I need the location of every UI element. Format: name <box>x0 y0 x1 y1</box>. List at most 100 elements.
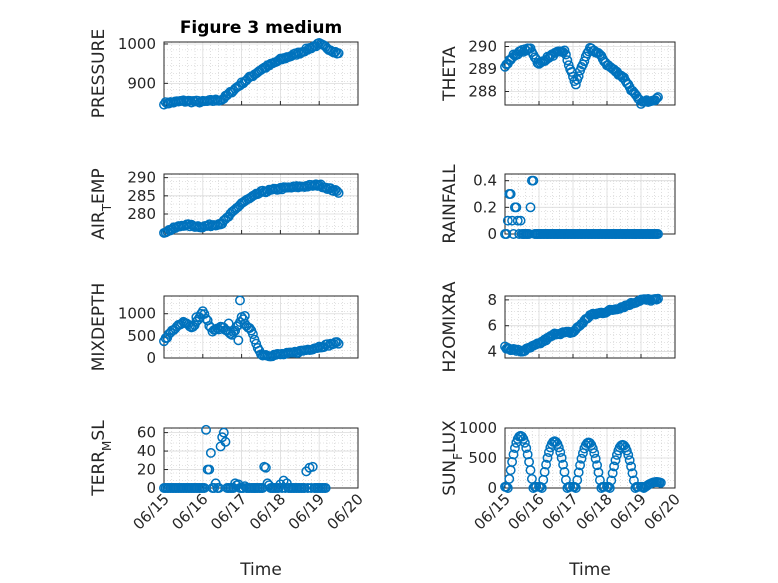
y-tick-label: 0 <box>146 479 156 497</box>
x-tick-label: 06/16 <box>505 490 548 533</box>
data-point <box>525 202 536 213</box>
series-points <box>500 430 666 493</box>
data-point <box>650 95 661 106</box>
x-tick-label: 06/16 <box>168 490 211 533</box>
data-point <box>610 455 621 466</box>
data-point <box>517 431 527 442</box>
y-tick-label: 280 <box>127 205 156 223</box>
data-point <box>505 189 516 199</box>
data-point <box>333 188 344 198</box>
data-point <box>508 229 519 239</box>
y-tick-label: 60 <box>137 424 156 442</box>
data-point <box>264 480 275 491</box>
data-point <box>239 481 250 492</box>
data-point <box>623 449 634 460</box>
data-point <box>587 443 598 454</box>
chart-title: Figure 3 medium <box>180 18 342 38</box>
subplot-7: 0204060TERRMSL06/1506/1606/1706/1806/190… <box>89 420 367 580</box>
data-point <box>247 329 258 340</box>
y-tick-label: 1000 <box>118 305 156 323</box>
data-point <box>560 49 571 60</box>
data-point <box>327 46 338 57</box>
data-point <box>262 478 273 489</box>
data-point <box>509 443 520 453</box>
x-axis-label: Time <box>239 560 282 580</box>
data-point <box>575 460 586 471</box>
y-axis-label: H2OMIXRA <box>440 281 460 372</box>
data-point <box>508 449 519 460</box>
data-point <box>333 338 344 349</box>
data-point <box>320 483 331 493</box>
data-point <box>281 478 292 489</box>
data-point <box>514 229 525 239</box>
data-point <box>204 464 215 475</box>
y-tick-label: 290 <box>127 169 156 187</box>
y-axis-label: TERRMSL <box>89 420 114 497</box>
data-point <box>553 442 564 453</box>
data-point <box>512 215 523 226</box>
data-point <box>626 461 637 472</box>
data-point <box>565 481 576 492</box>
data-point <box>531 481 542 492</box>
y-tick-label: 20 <box>137 461 156 479</box>
data-point <box>558 459 569 470</box>
y-tick-label: 289 <box>468 60 497 78</box>
x-axis-label: Time <box>568 560 611 580</box>
data-point <box>653 92 663 103</box>
data-point <box>551 436 561 447</box>
y-tick-label: 500 <box>468 449 497 467</box>
data-point <box>570 79 581 90</box>
data-point <box>209 483 220 493</box>
data-point <box>299 483 310 493</box>
data-point <box>223 318 234 329</box>
data-point <box>539 467 550 477</box>
subplot-5: 0 500 1000 MIXDEPTH <box>89 283 359 371</box>
data-point <box>205 447 216 458</box>
y-tick-label: 6 <box>487 317 497 335</box>
data-point <box>239 310 250 321</box>
data-point <box>562 55 573 66</box>
data-point <box>573 467 584 478</box>
data-point <box>328 186 339 197</box>
subplot-2: 288 289 290 THETA <box>440 38 676 109</box>
data-point <box>555 447 566 458</box>
y-tick-label: 0.2 <box>473 198 497 216</box>
subplot-4: 0 0.2 0.4 RAINFALL <box>440 164 676 244</box>
data-point <box>609 461 620 472</box>
data-point <box>624 455 635 466</box>
y-axis-label: PRESSURE <box>89 29 109 118</box>
data-point <box>655 477 666 488</box>
y-tick-label: 1000 <box>118 35 156 53</box>
data-point <box>653 229 663 239</box>
data-point <box>542 452 553 463</box>
series-points <box>159 179 344 238</box>
data-point <box>201 424 211 435</box>
x-tick-label: 06/17 <box>539 490 582 533</box>
x-tick-label: 06/19 <box>607 490 650 533</box>
y-tick-label: 285 <box>127 187 156 205</box>
data-point <box>210 478 221 489</box>
data-point <box>502 483 513 493</box>
axes-frame <box>163 41 359 106</box>
data-point <box>603 481 614 492</box>
axes-frame <box>504 41 676 106</box>
data-point <box>260 462 271 473</box>
data-point <box>573 71 584 82</box>
data-point <box>511 202 522 213</box>
data-point <box>233 479 244 490</box>
y-tick-label: 288 <box>468 83 497 101</box>
y-axis-label: RAINFALL <box>440 164 460 244</box>
data-point <box>220 436 231 447</box>
x-tick-label: 06/19 <box>285 490 328 533</box>
y-tick-label: 900 <box>127 74 156 92</box>
data-point <box>330 184 341 195</box>
data-point <box>507 456 518 467</box>
data-point <box>541 459 552 470</box>
data-point <box>592 460 603 471</box>
subplot-6: 4 6 8 H2OMIXRA <box>440 281 676 373</box>
axes-frame <box>163 173 359 235</box>
data-point <box>501 229 512 239</box>
data-point <box>233 335 244 346</box>
